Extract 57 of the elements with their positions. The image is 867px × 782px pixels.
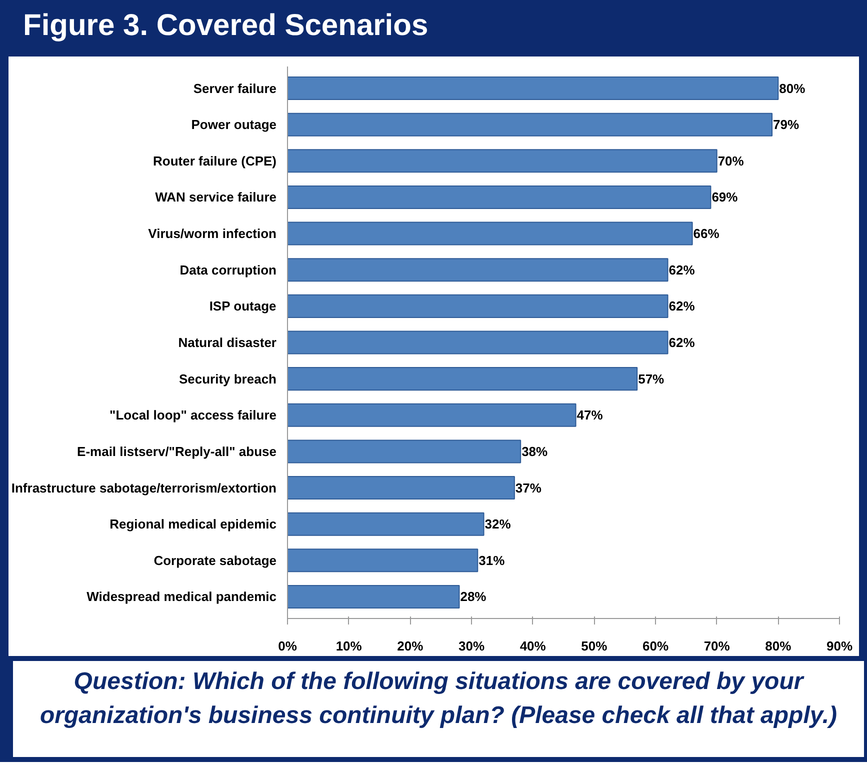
bar (288, 367, 638, 391)
data-label: 62% (668, 298, 696, 314)
y-tick-label: Router failure (CPE) (152, 153, 277, 168)
data-label: 66% (693, 226, 720, 242)
data-label: 38% (522, 444, 548, 459)
text: Question: Which of the following situations are covered by your organization's business continuity plan? (Please check all that apply.) (39, 667, 838, 732)
x-tick-label: 20% (397, 638, 424, 654)
x-tick-label: 50% (581, 638, 608, 654)
data-label: 57% (638, 371, 665, 386)
y-tick-label: "Local loop" access failure (110, 408, 277, 423)
data-label: 62% (668, 335, 696, 350)
bar (288, 112, 773, 136)
x-tick-label: 70% (704, 638, 730, 654)
data-label: 70% (718, 153, 744, 168)
bar (288, 185, 712, 209)
x-tick-label: 0% (278, 638, 298, 654)
bar (288, 294, 668, 318)
bar (288, 476, 515, 500)
y-tick-label: E-mail listserv/"Reply-all" abuse (77, 444, 277, 459)
data-label: 80% (779, 80, 806, 96)
y-tick-label: Infrastructure sabotage/terrorism/extortion (11, 480, 277, 496)
bar (288, 584, 460, 608)
bar (288, 548, 478, 572)
bar (288, 222, 693, 246)
data-label: 69% (712, 190, 738, 205)
y-tick-label: Server failure (193, 80, 277, 96)
y-tick-label: Regional medical epidemic (110, 516, 277, 532)
x-tick-label: 60% (642, 638, 669, 654)
data-label: 79% (773, 117, 800, 132)
data-label: 37% (515, 480, 542, 496)
y-tick-label: Data corruption (180, 262, 277, 278)
x-tick-label: 80% (765, 638, 792, 654)
bar (288, 403, 576, 427)
data-label: 47% (576, 408, 604, 423)
data-label: 62% (668, 262, 696, 278)
y-tick-label: ISP outage (209, 298, 276, 314)
x-tick-label: 30% (458, 638, 485, 654)
data-label: 31% (478, 552, 506, 568)
y-tick-label: Security breach (178, 371, 277, 386)
bar (288, 258, 668, 282)
x-tick-label: 90% (826, 638, 853, 654)
y-tick-label: Widespread medical pandemic (86, 589, 276, 604)
data-label: 28% (460, 589, 487, 604)
y-tick-label: WAN service failure (155, 190, 277, 205)
y-tick-label: Power outage (191, 117, 277, 132)
y-tick-label: Corporate sabotage (154, 552, 277, 568)
bar (288, 440, 522, 464)
y-tick-label: Natural disaster (178, 335, 277, 350)
bar (288, 76, 779, 100)
bar (288, 512, 484, 536)
bar (288, 330, 668, 354)
data-label: 32% (484, 516, 512, 532)
x-tick-label: 40% (520, 638, 546, 654)
x-tick-label: 10% (336, 638, 362, 654)
chart-title: Figure 3. Covered Scenarios (23, 8, 428, 44)
bar (288, 149, 718, 173)
y-tick-label: Virus/worm infection (148, 226, 277, 242)
